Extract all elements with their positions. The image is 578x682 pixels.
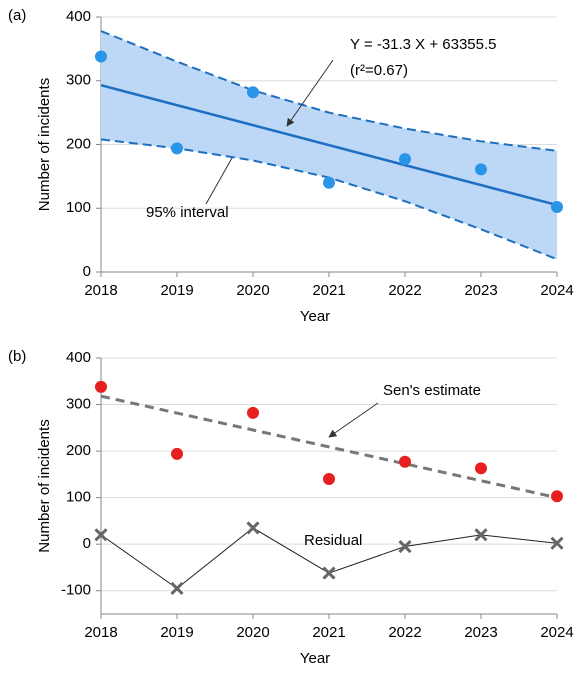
x-tick-label: 2020 <box>236 282 269 299</box>
x-tick-label: 2018 <box>84 624 117 641</box>
annotation: Y = -31.3 X + 63355.5 <box>350 36 497 53</box>
panel-label: (b) <box>8 348 26 365</box>
y-tick-label: 0 <box>83 535 91 552</box>
annotation: 95% interval <box>146 204 229 221</box>
x-tick-label: 2018 <box>84 282 117 299</box>
data-point <box>171 142 183 155</box>
y-axis-label: Number of incidents <box>36 78 53 211</box>
y-tick-label: 200 <box>66 442 91 459</box>
x-tick-label: 2021 <box>312 624 345 641</box>
residual-marker <box>246 521 260 535</box>
annotation-arrow <box>205 157 233 205</box>
x-tick-label: 2019 <box>160 624 193 641</box>
x-tick-label: 2022 <box>388 282 421 299</box>
annotation: (r²=0.67) <box>350 62 408 79</box>
data-point <box>551 490 563 503</box>
data-point <box>475 462 487 475</box>
annotation-arrow <box>286 59 334 127</box>
x-tick-label: 2023 <box>464 624 497 641</box>
data-point <box>95 50 107 63</box>
trend-line <box>100 84 558 207</box>
y-tick-label: 200 <box>66 135 91 152</box>
residual-marker <box>322 566 336 580</box>
trend-line <box>100 394 558 500</box>
x-tick-label: 2024 <box>540 624 573 641</box>
data-point <box>323 473 335 486</box>
annotation: Residual <box>304 532 362 549</box>
residual-marker <box>94 528 108 542</box>
data-point <box>551 200 563 213</box>
data-point <box>247 406 259 419</box>
residual-marker <box>550 536 564 550</box>
x-axis-label: Year <box>300 650 330 667</box>
x-tick-label: 2021 <box>312 282 345 299</box>
x-tick-label: 2020 <box>236 624 269 641</box>
y-tick-label: 400 <box>66 349 91 366</box>
data-point <box>475 163 487 176</box>
y-tick-label: 300 <box>66 72 91 89</box>
x-axis-label: Year <box>300 308 330 325</box>
y-tick-label: 100 <box>66 199 91 216</box>
y-axis-label: Number of incidents <box>36 419 53 552</box>
y-tick-label: 100 <box>66 489 91 506</box>
annotation: Sen's estimate <box>383 382 481 399</box>
data-point <box>171 447 183 460</box>
x-tick-label: 2023 <box>464 282 497 299</box>
residual-marker <box>170 581 184 595</box>
residual-marker <box>474 528 488 542</box>
y-tick-label: -100 <box>61 582 91 599</box>
data-point <box>323 176 335 189</box>
y-tick-label: 400 <box>66 8 91 25</box>
y-tick-label: 300 <box>66 396 91 413</box>
data-point <box>95 380 107 393</box>
data-point <box>399 455 411 468</box>
panel-label: (a) <box>8 7 26 24</box>
x-tick-label: 2019 <box>160 282 193 299</box>
annotation-arrow <box>328 402 379 438</box>
y-tick-label: 0 <box>83 263 91 280</box>
data-point <box>247 86 259 99</box>
x-tick-label: 2024 <box>540 282 573 299</box>
interval-bound <box>100 30 558 152</box>
x-tick-label: 2022 <box>388 624 421 641</box>
data-point <box>399 153 411 166</box>
residual-marker <box>398 539 412 554</box>
